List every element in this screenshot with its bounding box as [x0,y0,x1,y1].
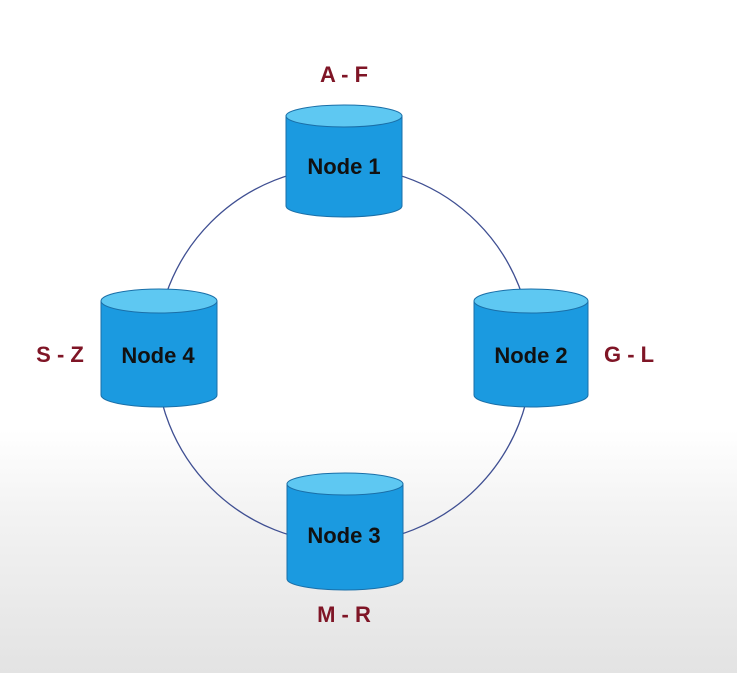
node-3-label: Node 3 [307,523,380,548]
node-2-label: Node 2 [494,343,567,368]
database-cylinder-icon [100,288,218,408]
node-4: Node 4 S - Z [36,288,218,408]
node-4-label: Node 4 [121,343,195,368]
database-cylinder-icon [286,472,404,591]
node-3-range-label: M - R [317,602,371,627]
node-1-range-label: A - F [320,62,368,87]
database-cylinder-icon [285,104,403,218]
node-3: Node 3 M - R [286,472,404,627]
node-4-range-label: S - Z [36,342,84,367]
node-2-range-label: G - L [604,342,654,367]
node-1: Node 1 A - F [285,62,403,218]
node-1-label: Node 1 [307,154,380,179]
node-2: Node 2 G - L [473,288,654,408]
database-cylinder-icon [473,288,589,408]
